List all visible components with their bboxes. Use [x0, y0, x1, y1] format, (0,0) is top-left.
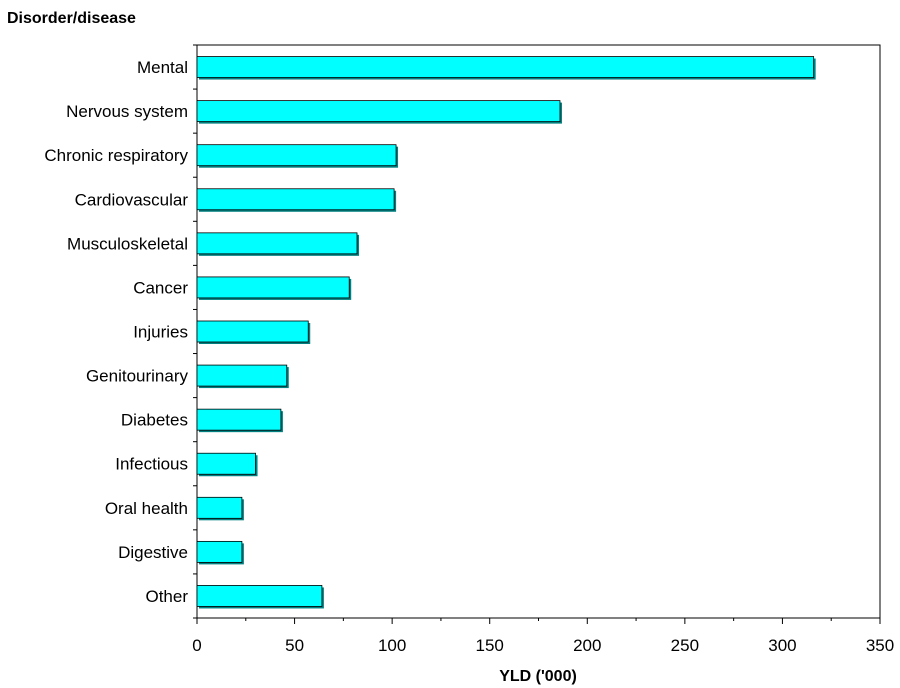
category-label: Other — [145, 587, 188, 606]
x-tick-label: 150 — [476, 636, 504, 655]
bar — [196, 320, 309, 343]
bar — [196, 56, 815, 78]
bar — [196, 276, 350, 299]
bar — [196, 364, 288, 387]
bar — [196, 144, 397, 167]
chart-title: Disorder/disease — [7, 10, 136, 27]
category-label: Genitourinary — [86, 367, 189, 386]
category-label: Digestive — [118, 543, 188, 562]
x-ticks: 0 50 100 150 200 250 300 350 — [192, 618, 894, 655]
category-label: Infectious — [115, 455, 188, 474]
category-label: Injuries — [133, 323, 188, 342]
bars-group — [196, 56, 816, 609]
x-tick-label: 50 — [285, 636, 304, 655]
bar — [196, 100, 561, 123]
x-tick-label: 200 — [573, 636, 601, 655]
bar — [196, 540, 243, 563]
category-label: Diabetes — [121, 411, 188, 430]
bar — [196, 408, 282, 431]
x-tick-label: 250 — [671, 636, 699, 655]
category-label: Oral health — [105, 499, 188, 518]
x-tick-label: 0 — [192, 636, 201, 655]
x-tick-label: 100 — [378, 636, 406, 655]
bar — [196, 585, 323, 607]
bar — [196, 452, 256, 475]
category-label: Musculoskeletal — [67, 234, 188, 253]
x-axis-label: YLD ('000) — [499, 668, 577, 685]
category-label: Nervous system — [66, 102, 188, 121]
category-label: Mental — [137, 58, 188, 77]
bar — [196, 496, 243, 519]
category-label: Chronic respiratory — [44, 146, 188, 165]
category-label: Cancer — [133, 278, 188, 297]
bar — [196, 232, 358, 255]
x-tick-label: 300 — [768, 636, 796, 655]
category-labels: Mental Nervous system Chronic respiratory C… — [44, 58, 188, 606]
x-tick-label: 350 — [866, 636, 894, 655]
bar — [196, 188, 395, 211]
category-label: Cardiovascular — [75, 190, 189, 209]
